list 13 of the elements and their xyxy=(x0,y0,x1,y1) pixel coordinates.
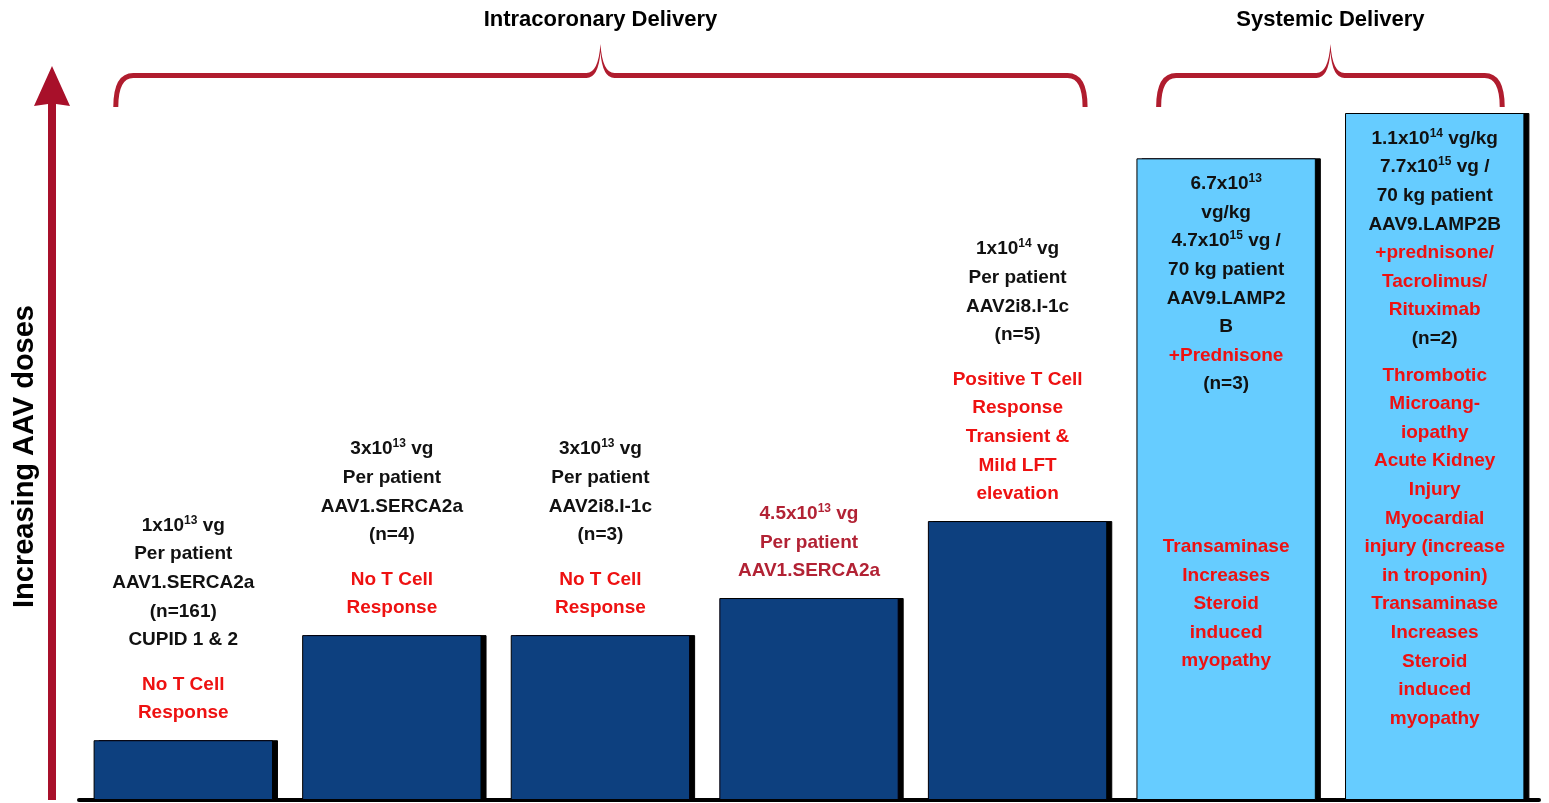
text: Systemic Delivery xyxy=(1236,5,1426,31)
annotation: +prednisone/ Tacrolimus/ Rituximab xyxy=(1375,241,1495,320)
annotation: +Prednisone xyxy=(1168,343,1284,365)
annotation: No T Cell Response xyxy=(137,672,229,723)
annotation: Positive T Cell Response Transient & Mild LFT elevation xyxy=(952,367,1083,504)
annotation: No T Cell Response xyxy=(555,567,646,618)
annotation: Transaminase Increases Steroid induced myopathy xyxy=(1162,534,1290,671)
annotation: (n=3) xyxy=(1203,372,1250,394)
annotation: (n=2) xyxy=(1411,327,1458,348)
text: Thrombotic Microang- iopathy Acute Kidney Injury Myocardial injury (increase in troponin) Transaminase Increases Steroid induced myopathy xyxy=(1364,363,1505,728)
y-axis-title: Increasing AAV doses xyxy=(6,305,39,608)
text: Intracoronary Delivery xyxy=(483,5,718,31)
annotation: No T Cell Response xyxy=(346,567,438,618)
